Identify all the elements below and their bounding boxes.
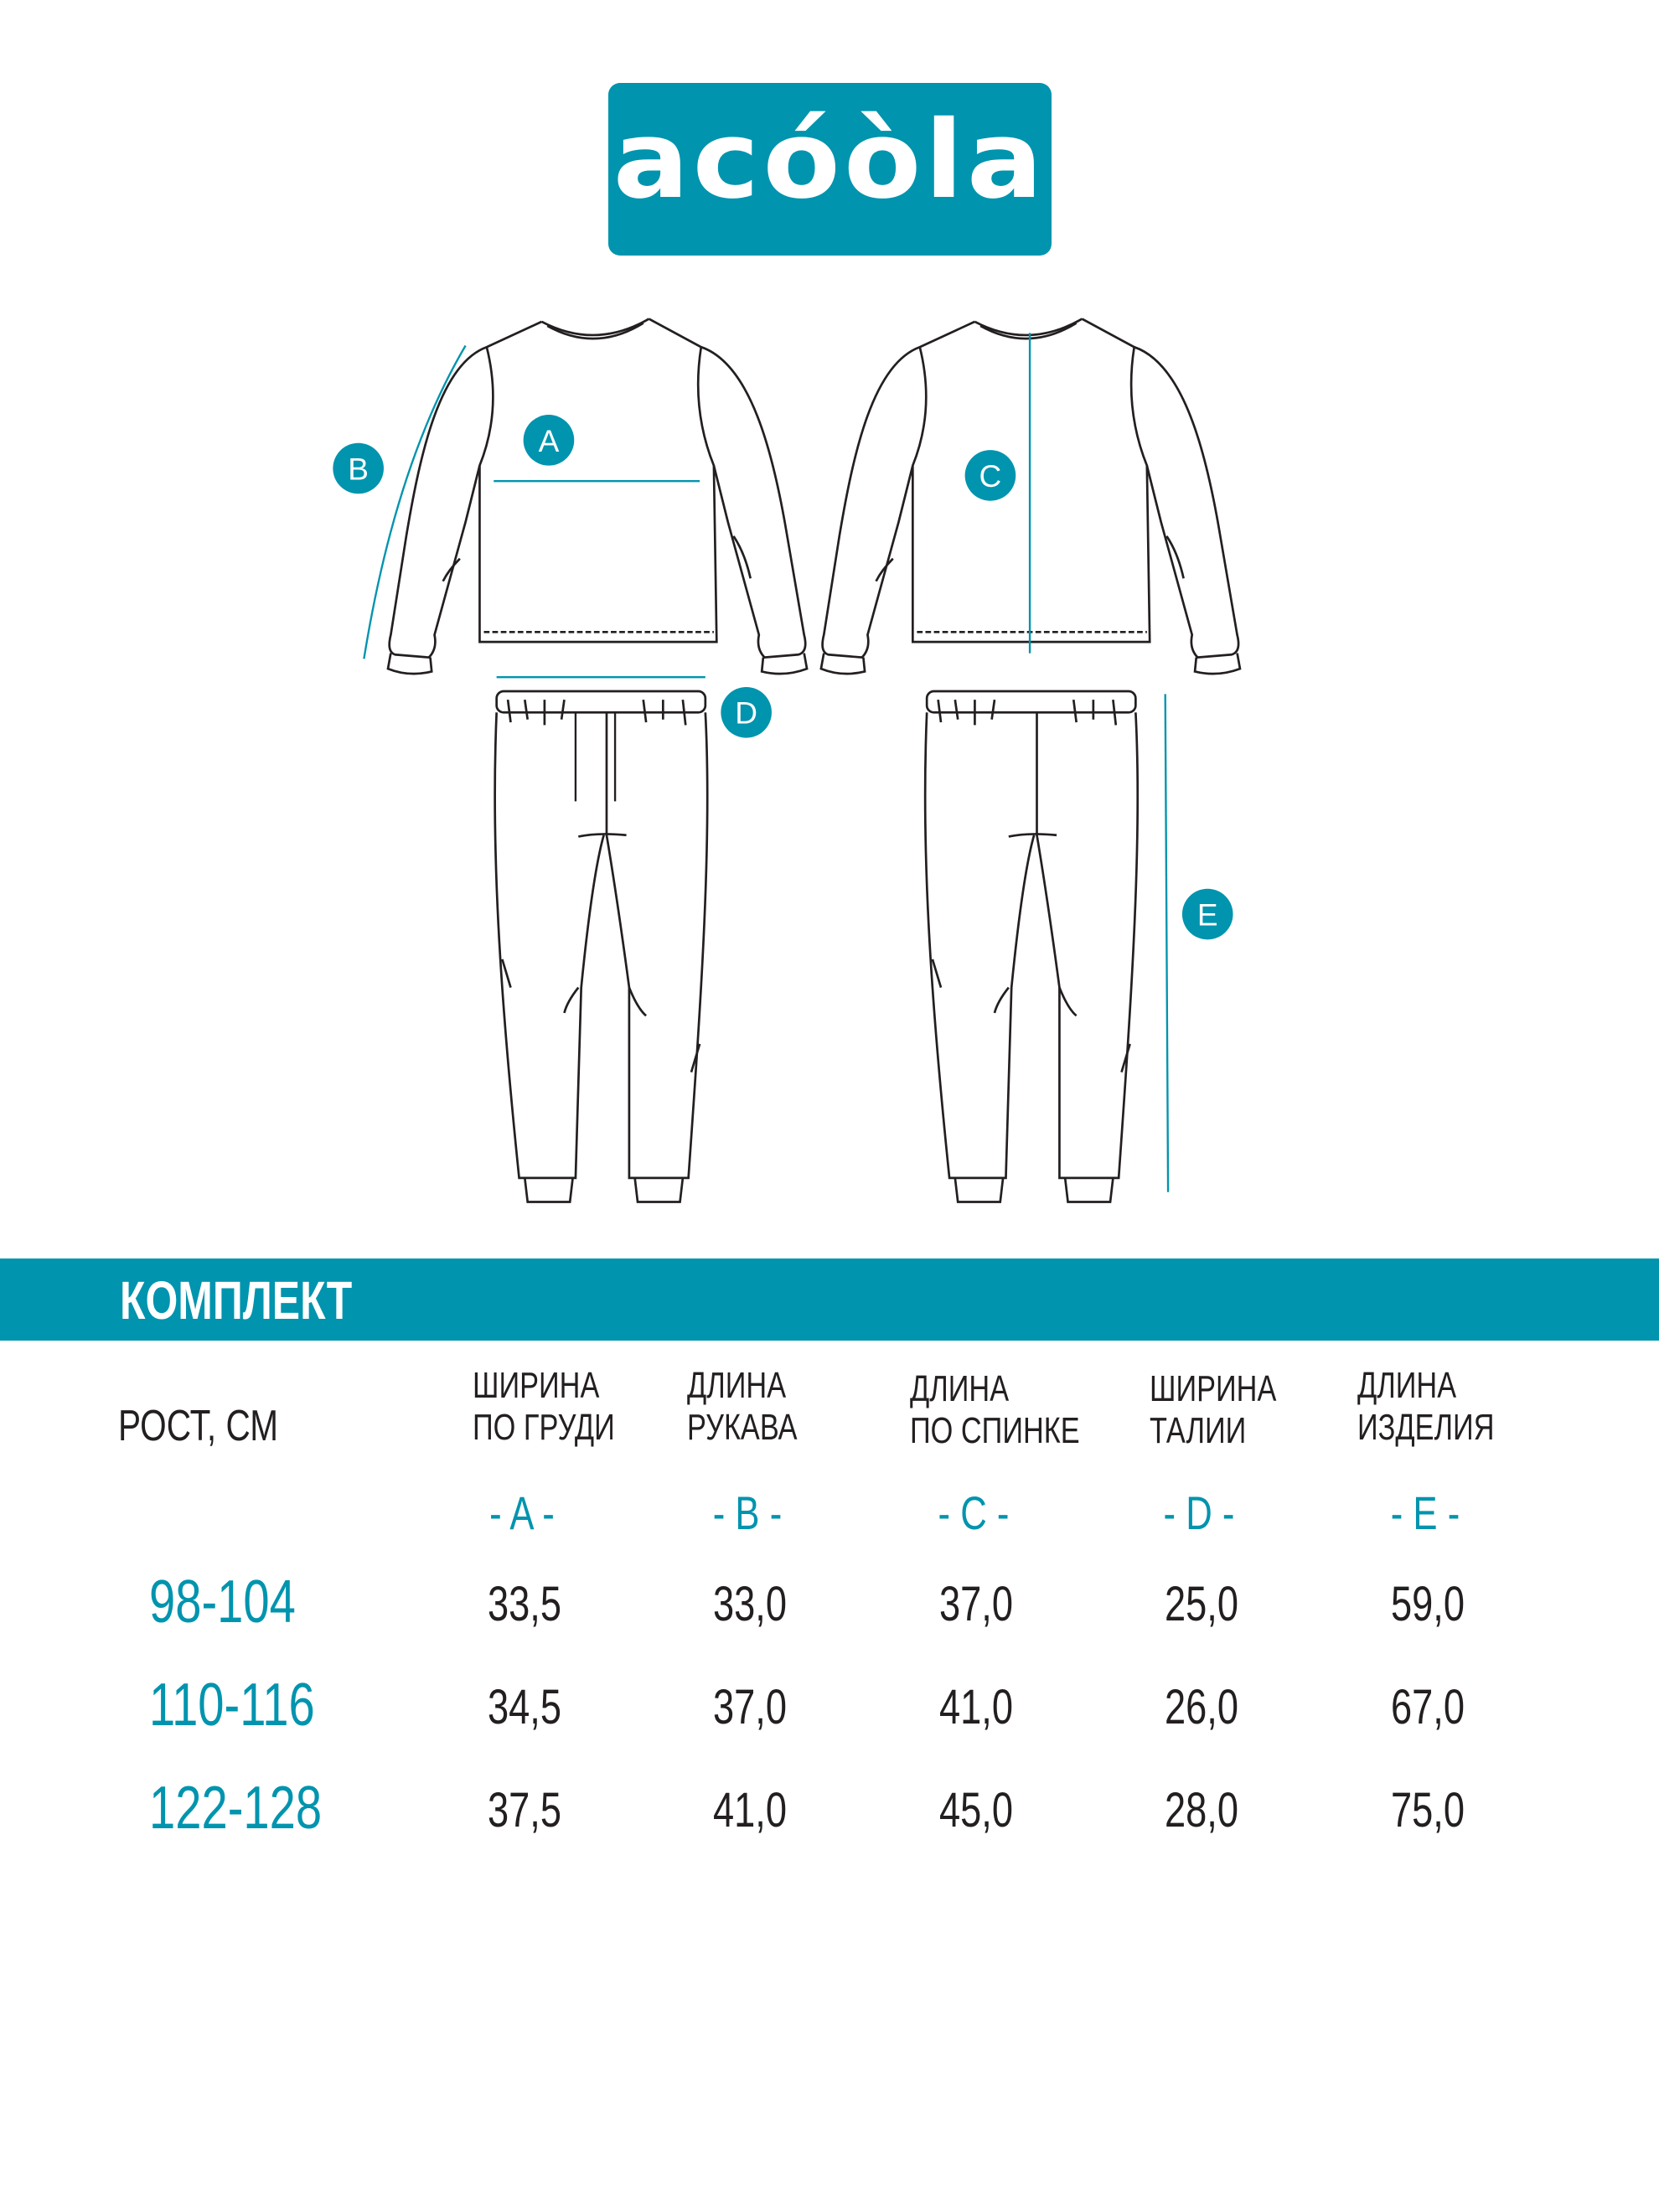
col-a-code: - A - bbox=[489, 1486, 555, 1539]
measure-e-line bbox=[1164, 694, 1170, 1192]
value-cell: 41,0 bbox=[938, 1680, 1014, 1734]
value-cell: 59,0 bbox=[1390, 1577, 1465, 1631]
size-label: 122-128 bbox=[149, 1775, 323, 1842]
col-d-line2: ТАЛИИ bbox=[1150, 1410, 1247, 1451]
col-b-code: - B - bbox=[712, 1486, 783, 1539]
col-b-line1: ДЛИНА bbox=[687, 1365, 787, 1406]
col-c-code: - C - bbox=[938, 1486, 1010, 1539]
col-d-code: - D - bbox=[1163, 1486, 1235, 1539]
col-e-line1: ДЛИНА bbox=[1357, 1365, 1457, 1406]
label-a-badge bbox=[523, 415, 575, 466]
label-d-badge bbox=[721, 686, 772, 738]
col-e-code: - E - bbox=[1390, 1486, 1460, 1539]
col-a-line1: ШИРИНА bbox=[473, 1365, 600, 1406]
col-e-line2: ИЗДЕЛИЯ bbox=[1357, 1407, 1495, 1448]
value-cell: 37,0 bbox=[712, 1680, 788, 1734]
drawstring bbox=[574, 712, 617, 802]
col-a-line2: ПО ГРУДИ bbox=[473, 1407, 615, 1448]
value-cell: 41,0 bbox=[712, 1783, 788, 1837]
value-cell: 45,0 bbox=[938, 1783, 1014, 1837]
label-b-badge bbox=[333, 442, 384, 494]
section-banner: КОМПЛЕКТ bbox=[0, 1258, 1659, 1341]
value-cell: 37,5 bbox=[487, 1783, 562, 1837]
label-b: B bbox=[348, 451, 369, 486]
logo-text: acóòla bbox=[613, 98, 1047, 223]
value-cell: 28,0 bbox=[1164, 1783, 1239, 1837]
measure-b-line bbox=[363, 344, 467, 659]
value-cell: 75,0 bbox=[1390, 1783, 1465, 1837]
brand-logo: acóòla bbox=[608, 83, 1052, 256]
label-e-badge bbox=[1181, 888, 1233, 940]
value-cell: 25,0 bbox=[1164, 1577, 1239, 1631]
size-label: 98-104 bbox=[149, 1569, 296, 1636]
label-c: C bbox=[979, 458, 1002, 494]
value-cell: 33,0 bbox=[712, 1577, 788, 1631]
size-label: 110-116 bbox=[149, 1672, 315, 1739]
label-d: D bbox=[735, 695, 757, 731]
col-b-line2: РУКАВА bbox=[687, 1407, 798, 1448]
value-cell: 37,0 bbox=[938, 1577, 1014, 1631]
col-c-line1: ДЛИНА bbox=[910, 1368, 1010, 1409]
pants-front bbox=[494, 690, 709, 1203]
value-cell: 34,5 bbox=[487, 1680, 562, 1734]
label-e: E bbox=[1197, 897, 1218, 933]
col-c-line2: ПО СПИНКЕ bbox=[910, 1410, 1080, 1451]
label-c-badge bbox=[964, 450, 1016, 501]
label-a: A bbox=[539, 423, 560, 458]
value-cell: 26,0 bbox=[1164, 1680, 1239, 1734]
pants-back bbox=[923, 690, 1140, 1203]
col-d-line1: ШИРИНА bbox=[1150, 1368, 1277, 1409]
value-cell: 33,5 bbox=[487, 1577, 562, 1631]
row-header: РОСТ, СМ bbox=[118, 1402, 279, 1450]
section-title: КОМПЛЕКТ bbox=[120, 1270, 353, 1331]
garment-diagram: A B C D E bbox=[333, 318, 1242, 1203]
value-cell: 67,0 bbox=[1390, 1680, 1465, 1734]
